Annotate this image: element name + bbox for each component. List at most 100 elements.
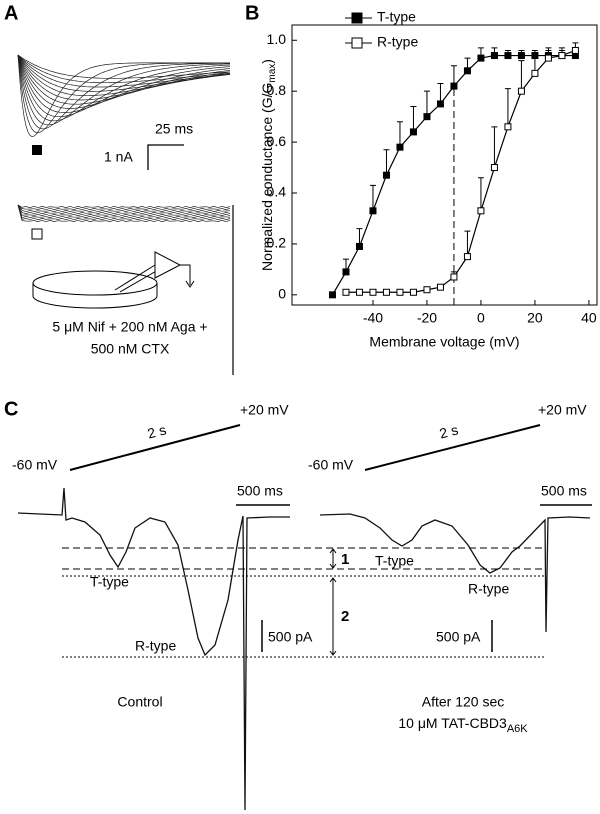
condition: After 120 sec bbox=[422, 694, 505, 710]
peak-label: R-type bbox=[135, 638, 176, 654]
data-point bbox=[504, 123, 512, 131]
data-point bbox=[436, 283, 444, 291]
current-trace bbox=[17, 54, 230, 134]
legend-marker bbox=[351, 37, 363, 49]
y-axis-label-text: Normalized conductance (G/G bbox=[259, 83, 275, 271]
time-bar-label: 500 ms bbox=[541, 483, 587, 499]
x-axis-label: Membrane voltage (mV) bbox=[369, 334, 519, 350]
data-point bbox=[342, 268, 350, 276]
legend-label: R-type bbox=[377, 34, 418, 50]
error-bar bbox=[491, 126, 498, 168]
current-trace bbox=[17, 54, 231, 118]
data-point bbox=[477, 207, 485, 215]
condition: 5 μM Nif + 200 nM Aga + bbox=[52, 319, 207, 335]
error-bar bbox=[464, 230, 471, 257]
condition-subscript: A6K bbox=[507, 723, 528, 735]
end-potential: +20 mV bbox=[240, 402, 289, 418]
x-tick-label: 20 bbox=[527, 310, 543, 326]
data-point bbox=[409, 128, 417, 136]
error-bar bbox=[369, 184, 376, 211]
panel-label: C bbox=[4, 398, 18, 420]
current-trace bbox=[17, 487, 290, 811]
error-bar bbox=[518, 60, 525, 92]
error-bar bbox=[477, 177, 484, 211]
condition-text: 10 μM TAT-CBD3 bbox=[398, 715, 507, 731]
error-bar bbox=[504, 88, 511, 127]
open-square bbox=[31, 228, 43, 240]
panel-label: B bbox=[245, 2, 259, 24]
data-point bbox=[436, 100, 444, 108]
data-point bbox=[396, 288, 404, 296]
current-trace bbox=[17, 204, 231, 211]
filled-square bbox=[32, 145, 42, 155]
y-tick-label: 0.6 bbox=[267, 133, 287, 149]
data-point bbox=[369, 207, 377, 215]
ramp-duration: 2 s bbox=[438, 421, 460, 441]
current-trace bbox=[17, 54, 231, 113]
error-bar bbox=[410, 105, 417, 132]
data-point bbox=[342, 288, 350, 296]
condition: Control bbox=[117, 694, 162, 710]
error-bar bbox=[396, 121, 403, 148]
amplifier-output bbox=[180, 264, 195, 288]
current-bar bbox=[261, 620, 493, 652]
current-trace bbox=[17, 54, 231, 84]
current-trace bbox=[17, 54, 231, 88]
y-tick-label: 0.2 bbox=[267, 235, 287, 251]
difference-label: 1 bbox=[341, 551, 349, 568]
current-trace bbox=[17, 204, 231, 217]
data-point bbox=[409, 288, 417, 296]
difference-label: 2 bbox=[341, 608, 349, 625]
current-trace bbox=[17, 54, 231, 92]
data-point bbox=[544, 54, 552, 62]
peak-label: T-type bbox=[375, 553, 414, 569]
current-trace bbox=[17, 204, 231, 221]
data-point bbox=[355, 242, 363, 250]
scale-current: 1 nA bbox=[104, 149, 133, 165]
end-potential: +20 mV bbox=[538, 402, 587, 418]
data-point bbox=[396, 143, 404, 151]
dashed-level bbox=[62, 547, 545, 570]
dish-wall bbox=[32, 283, 158, 296]
y-tick-label: 0.4 bbox=[267, 184, 287, 200]
current-bar-label: 500 pA bbox=[268, 629, 313, 645]
panel-label: A bbox=[4, 2, 18, 24]
error-bar bbox=[383, 149, 390, 176]
y-axis-label-end: ) bbox=[259, 59, 275, 64]
current-trace bbox=[17, 54, 231, 126]
voltage-ramp bbox=[364, 424, 541, 471]
current-trace bbox=[17, 54, 231, 79]
voltage-ramp bbox=[69, 424, 241, 471]
y-axis-label-sub: max bbox=[267, 64, 278, 83]
data-point bbox=[328, 291, 336, 299]
current-trace bbox=[17, 54, 231, 97]
time-bar-label: 500 ms bbox=[237, 483, 283, 499]
current-trace bbox=[319, 513, 591, 633]
current-trace bbox=[17, 204, 231, 215]
holding-potential: -60 mV bbox=[308, 457, 354, 473]
legend-marker bbox=[351, 12, 363, 24]
panel-c: C -60 mV -60 mV +20 mV +20 mV 2 s 2 s 50… bbox=[4, 398, 592, 811]
x-tick-label: 40 bbox=[581, 310, 597, 326]
data-point bbox=[382, 171, 390, 179]
ramp-duration: 2 s bbox=[146, 421, 168, 441]
data-point bbox=[490, 164, 498, 172]
x-tick-label: -20 bbox=[417, 310, 437, 326]
y-tick-label: 0 bbox=[278, 286, 286, 302]
y-tick-label: 0.8 bbox=[267, 82, 287, 98]
data-point bbox=[517, 87, 525, 95]
peak-label: R-type bbox=[468, 581, 509, 597]
difference-arrow bbox=[329, 548, 337, 656]
data-point bbox=[477, 54, 485, 62]
dish-top bbox=[32, 270, 158, 296]
data-point bbox=[517, 52, 525, 60]
holding-potential: -60 mV bbox=[12, 457, 58, 473]
current-trace bbox=[17, 204, 231, 223]
condition: 10 μM TAT-CBD3A6K bbox=[398, 715, 528, 735]
y-axis-label: Normalized conductance (G/Gmax) bbox=[259, 59, 278, 271]
data-point bbox=[463, 253, 471, 261]
data-point bbox=[490, 52, 498, 60]
series-line bbox=[345, 49, 576, 293]
scale-bar bbox=[147, 144, 184, 170]
